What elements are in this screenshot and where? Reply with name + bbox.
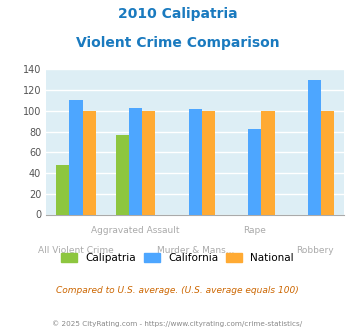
Text: Violent Crime Comparison: Violent Crime Comparison bbox=[76, 36, 279, 50]
Bar bbox=[129, 108, 142, 214]
Bar bbox=[189, 109, 202, 214]
Bar bbox=[142, 111, 155, 214]
Text: Murder & Mans...: Murder & Mans... bbox=[157, 247, 234, 255]
Legend: Calipatria, California, National: Calipatria, California, National bbox=[57, 249, 298, 267]
Bar bbox=[70, 100, 82, 214]
Bar bbox=[308, 80, 321, 214]
Bar bbox=[261, 111, 274, 214]
Text: Aggravated Assault: Aggravated Assault bbox=[91, 226, 180, 235]
Bar bbox=[321, 111, 334, 214]
Bar bbox=[202, 111, 215, 214]
Bar bbox=[56, 165, 70, 214]
Text: © 2025 CityRating.com - https://www.cityrating.com/crime-statistics/: © 2025 CityRating.com - https://www.city… bbox=[53, 320, 302, 327]
Text: 2010 Calipatria: 2010 Calipatria bbox=[118, 7, 237, 20]
Text: Robbery: Robbery bbox=[296, 247, 333, 255]
Bar bbox=[248, 129, 261, 214]
Text: All Violent Crime: All Violent Crime bbox=[38, 247, 114, 255]
Bar bbox=[116, 135, 129, 214]
Bar bbox=[82, 111, 95, 214]
Text: Compared to U.S. average. (U.S. average equals 100): Compared to U.S. average. (U.S. average … bbox=[56, 286, 299, 295]
Text: Rape: Rape bbox=[244, 226, 266, 235]
